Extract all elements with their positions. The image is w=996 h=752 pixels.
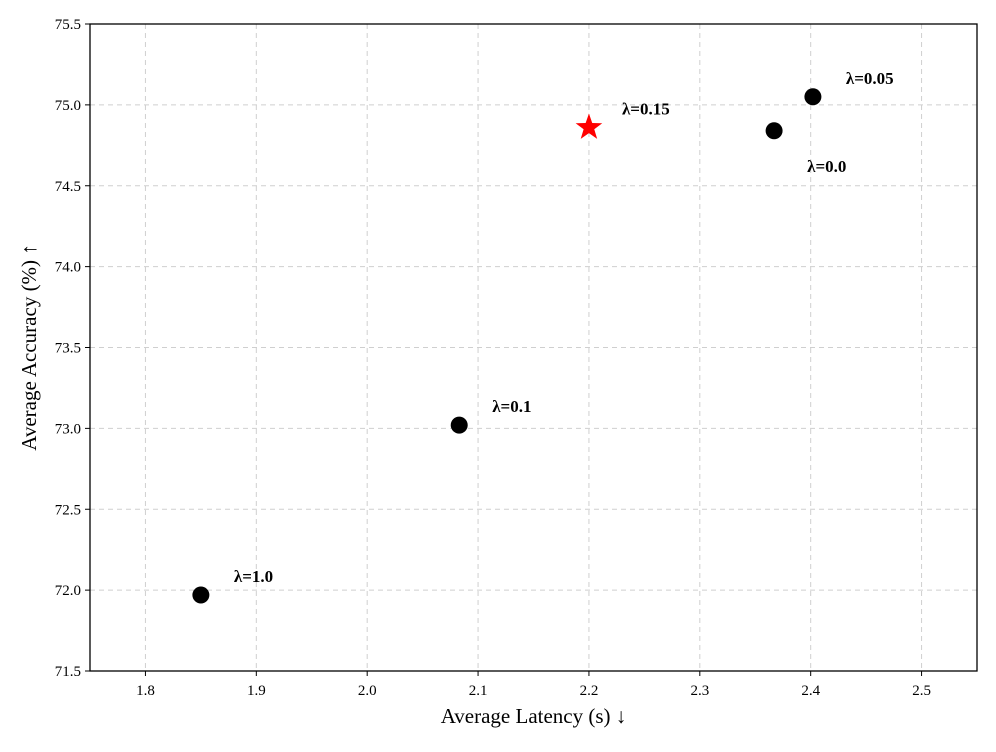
data-point <box>765 122 783 140</box>
point-label: λ=0.15 <box>622 100 670 119</box>
y-tick-label: 74.5 <box>55 179 81 195</box>
data-point <box>192 586 210 604</box>
x-tick-label: 2.5 <box>912 683 931 699</box>
data-point <box>450 416 468 434</box>
y-tick-label: 74.0 <box>55 260 81 276</box>
grid <box>90 23 977 672</box>
x-tick-label: 2.4 <box>801 683 820 699</box>
point-label: λ=0.0 <box>807 157 846 176</box>
x-tick-label: 2.3 <box>690 683 709 699</box>
x-tick-label: 2.1 <box>469 683 488 699</box>
y-tick-label: 73.5 <box>55 341 81 357</box>
x-tick-label: 2.0 <box>358 683 377 699</box>
point-label: λ=1.0 <box>234 567 273 586</box>
y-tick-label: 75.0 <box>55 98 81 114</box>
axis-ticks: 1.8 1.9 2.0 2.1 2.2 2.3 2.4 2.5 71.5 72.0 72.5 73.0… <box>55 17 931 699</box>
x-tick-label: 2.2 <box>580 683 599 699</box>
plot-frame <box>89 23 978 672</box>
y-tick-label: 73.0 <box>55 421 81 437</box>
y-tick-label: 75.5 <box>55 17 81 33</box>
y-axis-title: Average Accuracy (%) ↑ <box>17 244 41 451</box>
point-label: λ=0.05 <box>846 69 894 88</box>
data-point <box>804 88 822 106</box>
y-tick-label: 72.0 <box>55 583 81 599</box>
x-axis-title: Average Latency (s) ↓ <box>441 704 627 728</box>
data-point-star <box>575 113 603 139</box>
x-tick-label: 1.9 <box>247 683 266 699</box>
y-tick-label: 72.5 <box>55 502 81 518</box>
data-points: λ=1.0 λ=0.1 λ=0.15 λ=0.0 λ=0.05 <box>192 69 894 604</box>
x-tick-label: 1.8 <box>136 683 155 699</box>
y-tick-label: 71.5 <box>55 664 81 680</box>
point-label: λ=0.1 <box>492 397 531 416</box>
